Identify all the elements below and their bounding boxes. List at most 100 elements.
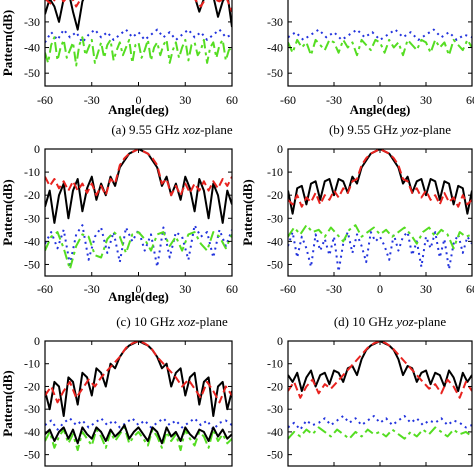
x-axis-title: Angle(deg) (350, 102, 411, 117)
y-tick-label: -40 (267, 41, 283, 55)
caption-suffix: -plane (200, 122, 233, 137)
y-tick-label: -50 (267, 448, 283, 462)
y-tick-label: 0 (34, 142, 40, 156)
chart-panel-2: -60 -30 0 30 60 -30 -40 -50 Angle(deg) (b) 9.55 G… (267, 0, 474, 137)
y-tick-label: -30 (267, 402, 283, 416)
y-axis-title: Pattern(dB) (240, 179, 255, 245)
x-tick-label: -30 (326, 282, 342, 296)
series-line-4 (288, 426, 472, 440)
series-line-4 (45, 36, 232, 67)
series-line-1 (45, 0, 232, 31)
y-axis-title: Pattern(dB) (0, 10, 15, 76)
x-tick-label: 0 (136, 93, 142, 107)
series-line-1 (288, 341, 472, 392)
caption-prefix: (d) 10 GHz (334, 314, 396, 329)
y-tick-label: -40 (24, 234, 40, 248)
series-line-2 (288, 149, 472, 208)
chart-panel-4: -60 -30 0 30 60 0 -10 -20 -30 -40 -50 Pattern(dB) (d… (240, 142, 474, 329)
caption-plane: xoz (177, 314, 195, 329)
x-tick-label: 60 (226, 282, 238, 296)
plot-frame (44, 148, 233, 277)
x-tick-label: 30 (420, 282, 432, 296)
x-tick-label: 30 (179, 282, 191, 296)
y-tick-label: -20 (24, 188, 40, 202)
y-tick-label: -10 (267, 165, 283, 179)
series-line-3 (288, 415, 472, 431)
series-line-1 (45, 341, 232, 417)
x-tick-label: 0 (377, 282, 383, 296)
y-tick-label: 0 (277, 142, 283, 156)
series-line-4 (288, 224, 472, 250)
series-line-2 (288, 341, 472, 399)
y-tick-label: -10 (267, 357, 283, 371)
series-line-2 (45, 149, 232, 197)
caption-plane: yoz (394, 314, 413, 329)
panel-caption: (d) 10 GHz yoz-plane (334, 314, 447, 329)
x-tick-label: -60 (280, 93, 296, 107)
series-group (45, 149, 232, 271)
y-tick-label: -10 (24, 357, 40, 371)
x-tick-label: 60 (226, 93, 238, 107)
series-group (288, 149, 472, 273)
y-axis-title: Pattern(dB) (0, 370, 15, 436)
x-tick-label: 30 (179, 93, 191, 107)
caption-prefix: (b) 9.55 GHz (329, 122, 401, 137)
x-tick-label: -30 (84, 282, 100, 296)
y-tick-label: -30 (267, 15, 283, 29)
series-line-3 (288, 231, 472, 273)
y-tick-label: -50 (24, 257, 40, 271)
series-group (288, 341, 472, 440)
y-tick-label: 0 (277, 334, 283, 348)
y-tick-label: -40 (24, 425, 40, 439)
x-tick-label: -30 (84, 93, 100, 107)
y-tick-label: -20 (24, 379, 40, 393)
x-tick-label: -60 (37, 93, 53, 107)
y-tick-label: -20 (267, 188, 283, 202)
series-line-3 (288, 28, 472, 41)
caption-suffix: -plane (195, 314, 228, 329)
series-group (288, 28, 472, 57)
y-tick-label: -40 (24, 41, 40, 55)
x-axis-title: Angle(deg) (108, 102, 169, 117)
y-tick-label: -50 (24, 448, 40, 462)
y-tick-label: -20 (267, 379, 283, 393)
x-axis-title: Angle(deg) (108, 289, 169, 304)
x-tick-label: 0 (377, 93, 383, 107)
x-tick-label: 60 (466, 282, 474, 296)
series-line-3 (45, 417, 232, 431)
chart-panel-3: -60 -30 0 30 60 0 -10 -20 -30 -40 -50 Angle(deg) Pat… (0, 142, 238, 329)
series-line-4 (45, 231, 232, 271)
series-line-1 (288, 149, 472, 215)
y-axis-title: Pattern(dB) (0, 179, 15, 245)
y-tick-label: -30 (24, 15, 40, 29)
series-line-2 (45, 341, 232, 404)
series-line-4 (288, 38, 472, 57)
chart-panel-1: -60 -30 0 30 60 -30 -40 -50 Angle(deg) Pattern(dB… (0, 0, 238, 137)
x-tick-label: -60 (37, 282, 53, 296)
y-tick-label: -50 (267, 257, 283, 271)
plot-frame (44, 340, 233, 467)
plot-frame (287, 340, 473, 467)
caption-plane: xoz (182, 122, 200, 137)
caption-suffix: -plane (419, 122, 452, 137)
x-tick-label: 30 (420, 93, 432, 107)
caption-suffix: -plane (414, 314, 447, 329)
y-tick-label: -30 (267, 211, 283, 225)
series-line-5 (45, 424, 232, 445)
series-line-2 (45, 0, 232, 13)
caption-prefix: (a) 9.55 GHz (111, 122, 182, 137)
x-tick-label: 0 (136, 282, 142, 296)
y-tick-label: -50 (267, 66, 283, 80)
y-tick-label: -30 (24, 402, 40, 416)
series-line-4 (45, 426, 232, 452)
panel-caption: (c) 10 GHz xoz-plane (116, 314, 228, 329)
panel-caption: (a) 9.55 GHz xoz-plane (111, 122, 233, 137)
series-line-1 (45, 149, 232, 224)
y-tick-label: -40 (267, 425, 283, 439)
y-tick-label: -40 (267, 234, 283, 248)
chart-panel-5: 0 -10 -20 -30 -40 -50 Pattern(dB) (0, 334, 233, 467)
x-tick-label: -60 (280, 282, 296, 296)
x-tick-label: 60 (466, 93, 474, 107)
